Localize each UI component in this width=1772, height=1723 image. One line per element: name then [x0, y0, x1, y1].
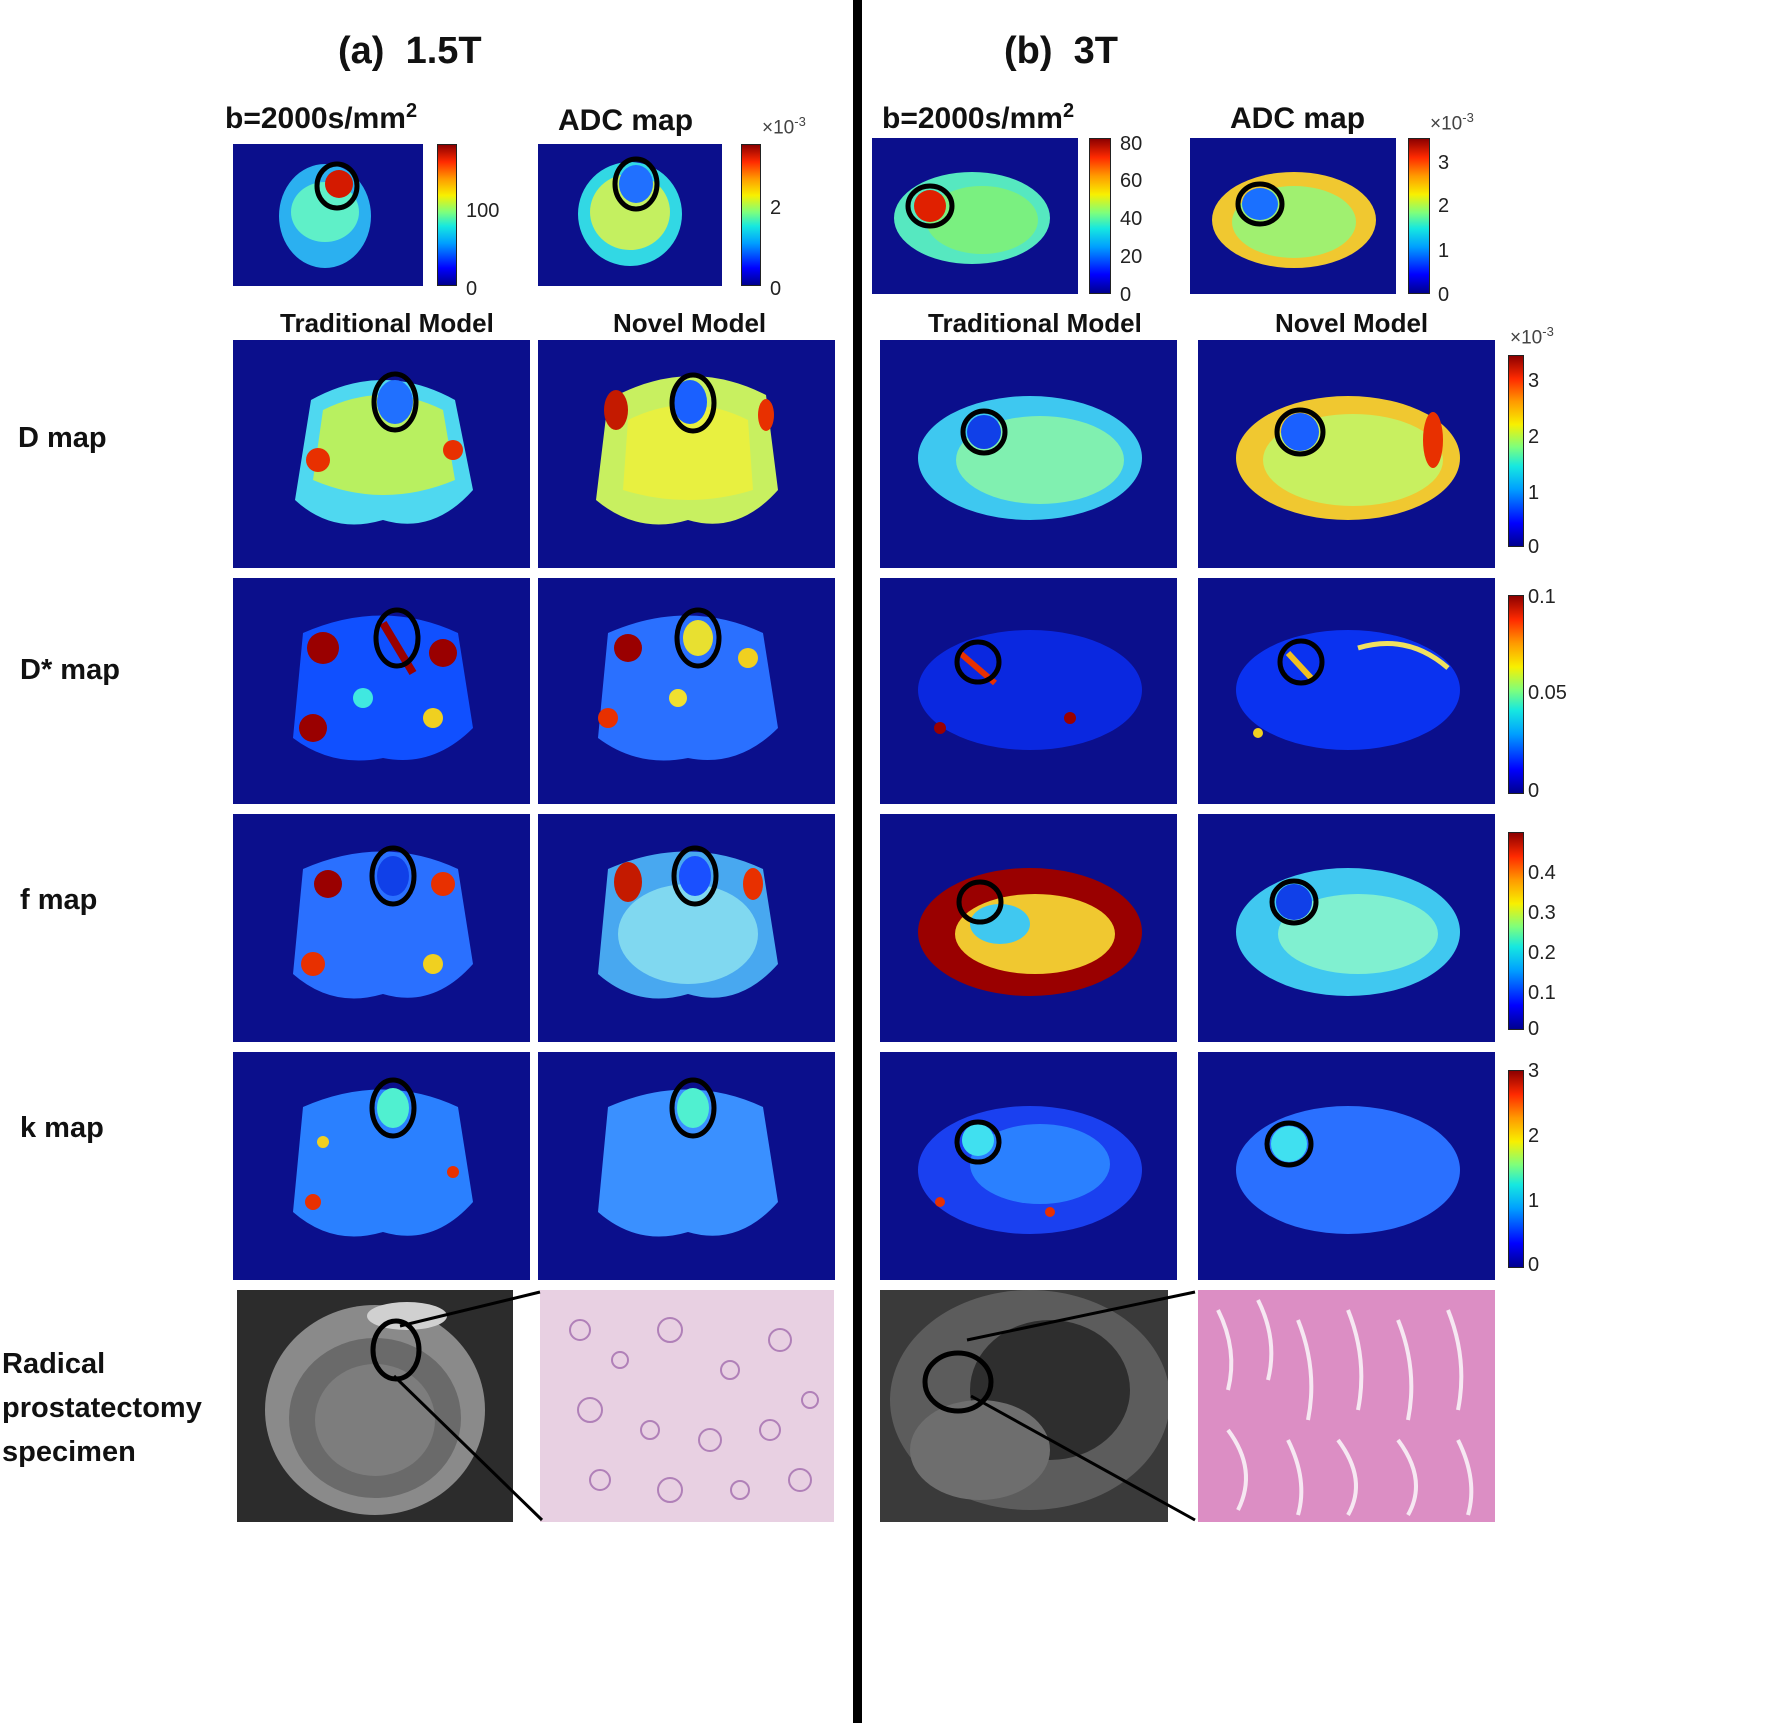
- colorbar-dstar: [1508, 595, 1524, 794]
- adc-header-b: ADC map: [1230, 102, 1366, 135]
- d-map-novel-a: [538, 340, 835, 568]
- tick: 0.1: [1528, 586, 1556, 608]
- b-value-header-b: b=2000s/mm2: [882, 100, 1075, 135]
- adc-exponent-b: ×10-3: [1430, 110, 1474, 135]
- k-map-traditional-b: [880, 1052, 1177, 1280]
- b2000-map-b: [872, 138, 1078, 294]
- dstar-map-traditional-a: [233, 578, 530, 804]
- row-label-dstar: D* map: [20, 654, 120, 686]
- tick: 20: [1120, 246, 1143, 268]
- colorbar-adc-a: [741, 144, 761, 286]
- histology-image-a: [540, 1290, 834, 1522]
- tick: 2: [1528, 1125, 1540, 1147]
- tick: 60: [1120, 170, 1143, 192]
- tick: 0.3: [1528, 902, 1556, 924]
- d-map-traditional-a: [233, 340, 530, 568]
- tick: 80: [1120, 133, 1143, 155]
- panel-divider: [853, 0, 862, 1723]
- tick: 40: [1120, 208, 1143, 230]
- d-map-novel-b: [1198, 340, 1495, 568]
- colorbar-b2000-a: [437, 144, 457, 286]
- novel-model-header-a: Novel Model: [613, 308, 767, 338]
- tick: 3: [1528, 1060, 1540, 1082]
- f-map-novel-b: [1198, 814, 1495, 1042]
- row-label-k: k map: [20, 1112, 104, 1144]
- tick: 1: [1438, 240, 1450, 262]
- tick: 0: [1528, 1018, 1540, 1040]
- f-map-traditional-b: [880, 814, 1177, 1042]
- tick: 0.1: [1528, 982, 1556, 1004]
- tick: 1: [1528, 482, 1540, 504]
- adc-header-a: ADC map: [558, 104, 694, 137]
- colorbar-b2000-b: [1089, 138, 1111, 294]
- colorbar-f: [1508, 832, 1524, 1030]
- histology-image-b: [1198, 1290, 1495, 1522]
- tick: 0: [1528, 780, 1540, 802]
- mri-image-a: [237, 1290, 513, 1522]
- adc-map-a: [538, 144, 722, 286]
- tick: 3: [1528, 370, 1540, 392]
- tick: 0: [466, 278, 478, 300]
- d-map-traditional-b: [880, 340, 1177, 568]
- f-map-traditional-a: [233, 814, 530, 1042]
- tick: 1: [1528, 1190, 1540, 1212]
- zoom-lines-b: [966, 1290, 1196, 1522]
- tick: 0: [1528, 1254, 1540, 1276]
- k-map-novel-b: [1198, 1052, 1495, 1280]
- dstar-map-novel-a: [538, 578, 835, 804]
- zoom-lines-a: [392, 1290, 544, 1522]
- d-exponent: ×10-3: [1510, 324, 1554, 349]
- tick: 2: [770, 197, 782, 219]
- adc-exponent-a: ×10-3: [762, 114, 806, 139]
- k-map-novel-a: [538, 1052, 835, 1280]
- colorbar-k: [1508, 1070, 1524, 1268]
- tick: 3: [1438, 152, 1450, 174]
- tick: 0: [1528, 536, 1540, 558]
- b-value-header-a: b=2000s/mm2: [225, 100, 418, 135]
- tick: 2: [1528, 426, 1540, 448]
- b2000-map-a: [233, 144, 423, 286]
- tick: 0: [770, 278, 782, 300]
- tick: 0.05: [1528, 682, 1567, 704]
- colorbar-adc-b: [1408, 138, 1430, 294]
- novel-model-header-b: Novel Model: [1275, 308, 1429, 338]
- colorbar-d: [1508, 355, 1524, 547]
- tick: 0.4: [1528, 862, 1556, 884]
- panel-a-title: (a) 1.5T: [338, 30, 482, 72]
- traditional-model-header-b: Traditional Model: [928, 308, 1142, 338]
- row-label-d: D map: [18, 422, 107, 454]
- panel-b-title: (b) 3T: [1004, 30, 1119, 72]
- adc-map-b: [1190, 138, 1396, 294]
- row-label-f: f map: [20, 884, 98, 916]
- tick: 100: [466, 200, 500, 222]
- tick: 0: [1120, 284, 1132, 306]
- row-label-specimen: Radical prostatectomy specimen: [2, 1348, 202, 1468]
- dstar-map-traditional-b: [880, 578, 1177, 804]
- tick: 0: [1438, 284, 1450, 306]
- tick: 0.2: [1528, 942, 1556, 964]
- mri-image-b: [880, 1290, 1168, 1522]
- dstar-map-novel-b: [1198, 578, 1495, 804]
- tick: 2: [1438, 195, 1450, 217]
- k-map-traditional-a: [233, 1052, 530, 1280]
- traditional-model-header-a: Traditional Model: [280, 308, 494, 338]
- f-map-novel-a: [538, 814, 835, 1042]
